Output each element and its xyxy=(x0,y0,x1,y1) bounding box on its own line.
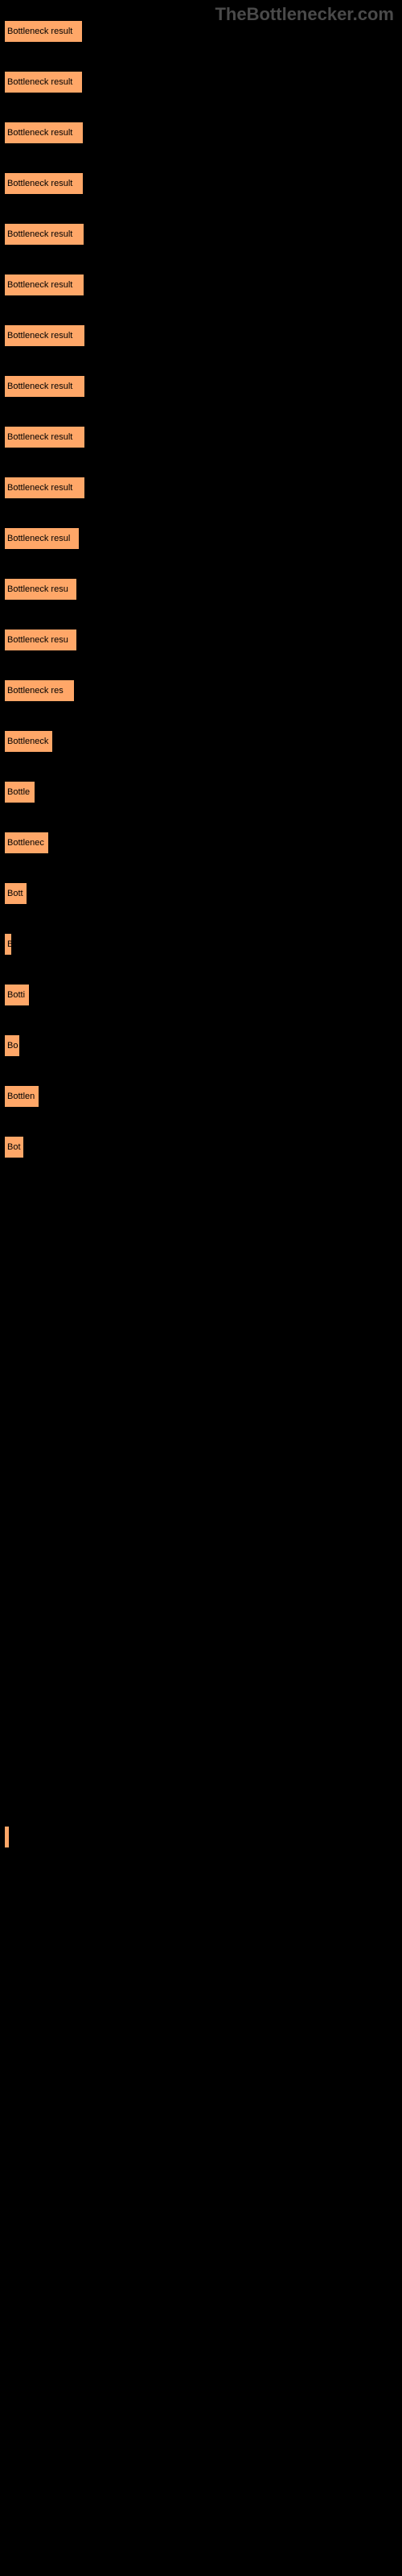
bar-5: Bottleneck result xyxy=(4,274,84,296)
bar-label-2: Bottleneck result xyxy=(7,128,72,138)
bar-label-10: Bottleneck resul xyxy=(7,534,70,543)
bar-label-22: Bot xyxy=(7,1142,21,1152)
bar-label-6: Bottleneck result xyxy=(7,331,72,341)
bar-label-11: Bottleneck resu xyxy=(7,584,68,594)
bar-label-7: Bottleneck result xyxy=(7,382,72,391)
bar-15: Bottle xyxy=(4,781,35,803)
bar-label-21: Bottlen xyxy=(7,1092,35,1101)
bar-label-19: Botti xyxy=(7,990,25,1000)
bar-22: Bot xyxy=(4,1136,24,1158)
bar-11: Bottleneck resu xyxy=(4,578,77,601)
bar-label-13: Bottleneck res xyxy=(7,686,64,696)
bar-6: Bottleneck result xyxy=(4,324,85,347)
bar-label-3: Bottleneck result xyxy=(7,179,72,188)
bar-8: Bottleneck result xyxy=(4,426,85,448)
bar-label-17: Bott xyxy=(7,889,23,898)
bar-2: Bottleneck result xyxy=(4,122,84,144)
bar-19: Botti xyxy=(4,984,30,1006)
bar-label-5: Bottleneck result xyxy=(7,280,72,290)
bar-label-9: Bottleneck result xyxy=(7,483,72,493)
bar-14: Bottleneck xyxy=(4,730,53,753)
bar-label-14: Bottleneck xyxy=(7,737,48,746)
bar-0: Bottleneck result xyxy=(4,20,83,43)
bar-label-18: B xyxy=(7,939,12,949)
bar-label-4: Bottleneck result xyxy=(7,229,72,239)
watermark-text: TheBottlenecker.com xyxy=(215,4,394,25)
bar-12: Bottleneck resu xyxy=(4,629,77,651)
bar-label-15: Bottle xyxy=(7,787,30,797)
bar-chart: Bottleneck result Bottleneck result Bottle… xyxy=(0,0,402,1856)
bar-17: Bott xyxy=(4,882,27,905)
bar-10: Bottleneck resul xyxy=(4,527,80,550)
bar-13: Bottleneck res xyxy=(4,679,75,702)
bar-3: Bottleneck result xyxy=(4,172,84,195)
bar-label-1: Bottleneck result xyxy=(7,77,72,87)
bar-23 xyxy=(4,1826,10,1848)
bar-9: Bottleneck result xyxy=(4,477,85,499)
bar-label-0: Bottleneck result xyxy=(7,27,72,36)
bar-label-20: Bo xyxy=(7,1041,18,1051)
bar-label-8: Bottleneck result xyxy=(7,432,72,442)
bar-label-12: Bottleneck resu xyxy=(7,635,68,645)
bar-1: Bottleneck result xyxy=(4,71,83,93)
bar-21: Bottlen xyxy=(4,1085,39,1108)
bar-16: Bottlenec xyxy=(4,832,49,854)
bar-7: Bottleneck result xyxy=(4,375,85,398)
bar-18: B xyxy=(4,933,12,956)
bar-label-16: Bottlenec xyxy=(7,838,44,848)
bar-20: Bo xyxy=(4,1034,20,1057)
bar-4: Bottleneck result xyxy=(4,223,84,246)
